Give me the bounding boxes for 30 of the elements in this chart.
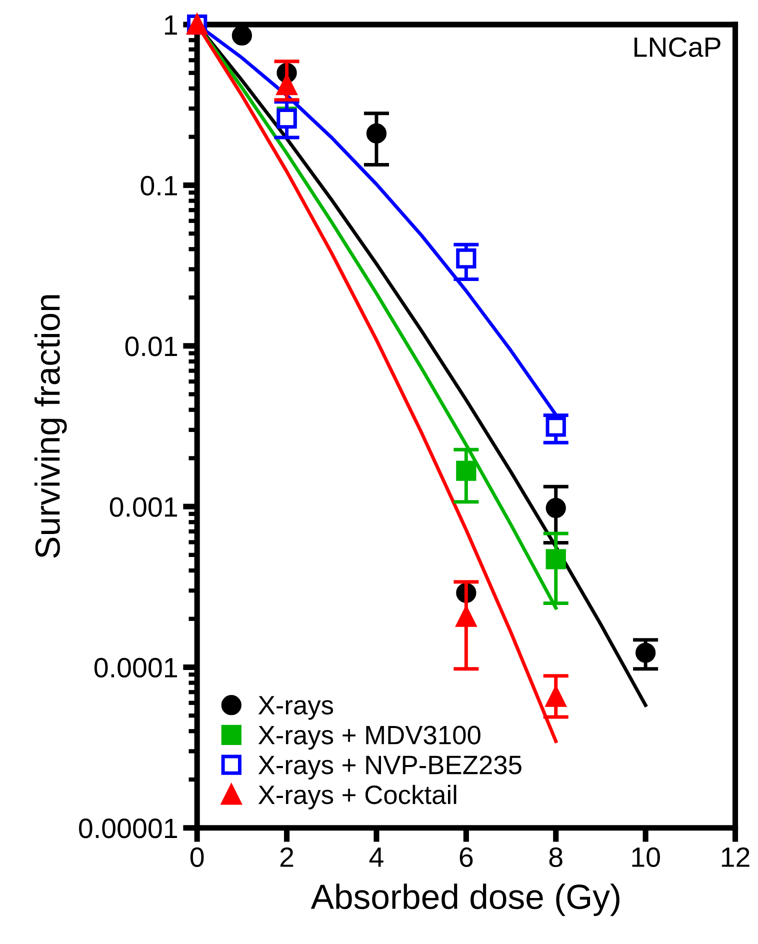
x-tick-label: 2 [280, 847, 294, 867]
y-tick-label: 0.00001 [79, 818, 177, 838]
x-tick-label: 4 [369, 848, 384, 867]
point [546, 416, 566, 437]
x-tick-label: 8 [549, 847, 562, 868]
y-axis-title: Surviving fraction [34, 295, 67, 558]
x-tick-label: 12 [722, 847, 750, 867]
legend-label: X-rays + Cocktail [258, 784, 456, 810]
point [232, 25, 252, 46]
y-tick-label: 0.01 [125, 336, 177, 356]
y-tick-label: 0.1 [140, 176, 177, 196]
point [456, 248, 476, 269]
point [456, 606, 476, 627]
x-axis-title: Absorbed dose (Gy) [310, 884, 620, 916]
point [546, 498, 566, 518]
y-tick-label: 0.001 [110, 497, 177, 517]
y-tick-label: 0.0001 [94, 658, 177, 678]
x-tick-label: 10 [632, 847, 660, 868]
x-tick-label: 6 [460, 847, 473, 868]
point [546, 686, 566, 707]
point [366, 123, 387, 144]
annotation: LNCaP [634, 37, 720, 57]
legend-label: X-rays + NVP-BEZ235 [258, 756, 522, 780]
legend-label: X-rays + MDV3100 [258, 726, 480, 750]
legend-label: X-rays [258, 696, 334, 720]
point [546, 549, 566, 570]
y-tick-label: 1 [165, 16, 177, 35]
point [635, 642, 656, 663]
point [456, 460, 476, 481]
x-tick-label: 0 [190, 847, 204, 868]
